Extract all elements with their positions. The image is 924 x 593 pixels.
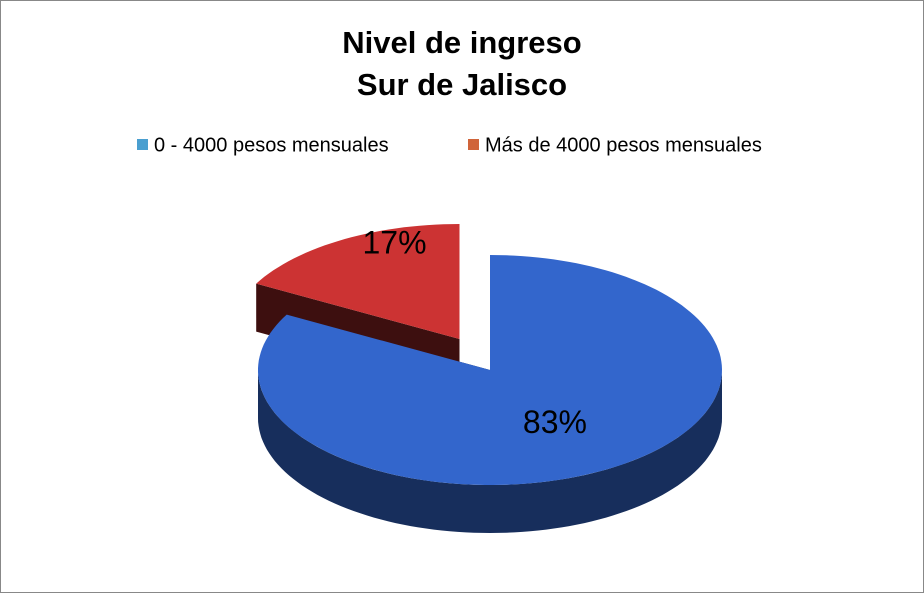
pie-tops	[256, 224, 722, 485]
legend-swatch	[468, 139, 479, 150]
legend-swatch	[137, 139, 148, 150]
slice-wall	[258, 370, 722, 533]
pie-slice	[258, 255, 722, 485]
labels: 83% 17%	[362, 224, 586, 439]
data-label: 17%	[362, 224, 426, 260]
pie-slice	[256, 224, 460, 339]
legend-label: 0 - 4000 pesos mensuales	[154, 134, 389, 156]
chart-subtitle: Sur de Jalisco	[357, 67, 567, 102]
data-label: 83%	[523, 404, 587, 440]
legend-label: Más de 4000 pesos mensuales	[485, 134, 762, 156]
chart-title: Nivel de ingreso	[342, 25, 581, 60]
